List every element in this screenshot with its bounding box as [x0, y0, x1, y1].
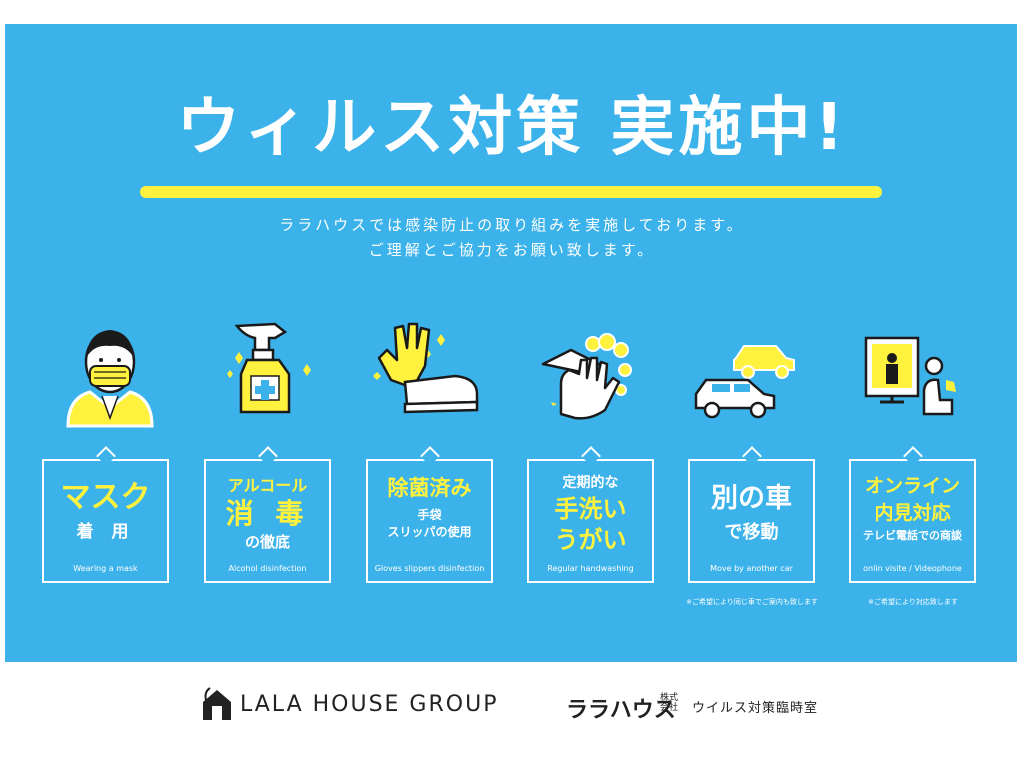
card-subtitle: 着 用 [76, 522, 135, 542]
office-name: ウイルス対策臨時室 [692, 701, 819, 716]
subtitle-line-2: ご理解とご協力をお願い致します。 [368, 241, 656, 259]
card-subtitle: テレビ電話での商談 [863, 529, 962, 542]
card-alcohol: アルコール 消 毒 の徹底 Alcohol disinfection [204, 446, 331, 583]
handwashing-icon [541, 333, 632, 420]
card-title: アルコール [227, 476, 308, 495]
title-underline [140, 186, 882, 198]
house-logo-icon [203, 687, 231, 720]
subtitle: ララハウスでは感染防止の取り組みを実施しております。 ご理解とご協力をお願い致し… [0, 213, 1024, 263]
card-detail: スリッパの使用 [387, 525, 472, 539]
card-main: 手洗い [554, 495, 627, 523]
card-english: Regular handwashing [547, 564, 634, 573]
card-online: オンライン 内見対応 テレビ電話での商談 onlin visite / Vide… [849, 446, 976, 583]
card-mask: マスク 着 用 Wearing a mask [42, 446, 169, 583]
alcohol-spray-icon [227, 322, 311, 414]
card-english: Alcohol disinfection [228, 564, 307, 573]
online-note: ※ご希望により対応致します [868, 598, 958, 606]
online-viewing-icon [864, 336, 956, 416]
cars-icon [694, 345, 795, 419]
lalahouse-brand: ララハウス [566, 698, 676, 723]
card-main: 内見対応 [874, 502, 951, 524]
gloves-slippers-icon [373, 322, 479, 414]
poster-panel [5, 24, 1017, 662]
card-title: マスク [60, 480, 151, 515]
mask-person-icon [66, 330, 154, 428]
card-subtitle: 手袋 [417, 508, 442, 522]
card-gloves: 除菌済み 手袋 スリッパの使用 Gloves slippers disinfec… [366, 446, 493, 583]
card-english: onlin visite / Videophone [863, 564, 962, 573]
card-title: オンライン [864, 475, 960, 497]
card-title: 除菌済み [387, 476, 472, 500]
card-subtitle: うがい [554, 526, 627, 554]
card-english: Gloves slippers disinfection [374, 564, 485, 573]
group-brand: LALA HOUSE GROUP [240, 692, 499, 717]
company-type-line-2: 会社 [660, 703, 679, 713]
subtitle-line-1: ララハウスでは感染防止の取り組みを実施しております。 [279, 216, 745, 234]
card-title: 定期的な [562, 475, 619, 491]
page-title: ウィルス対策 実施中! [176, 91, 848, 165]
company-type: 株式 会社 [660, 693, 678, 713]
card-english: Wearing a mask [73, 564, 138, 573]
card-english: Move by another car [710, 564, 793, 573]
card-title: 別の車 [711, 483, 792, 514]
card-handwashing: 定期的な 手洗い うがい Regular handwashing [527, 446, 654, 583]
company-type-line-1: 株式 [660, 693, 679, 703]
card-car: 別の車 で移動 Move by another car [688, 446, 815, 583]
card-subtitle: で移動 [724, 522, 779, 543]
card-subtitle: の徹底 [244, 533, 290, 551]
car-note: ※ご希望により同じ車でご案内も致します [686, 598, 818, 606]
card-main: 消 毒 [225, 497, 310, 530]
